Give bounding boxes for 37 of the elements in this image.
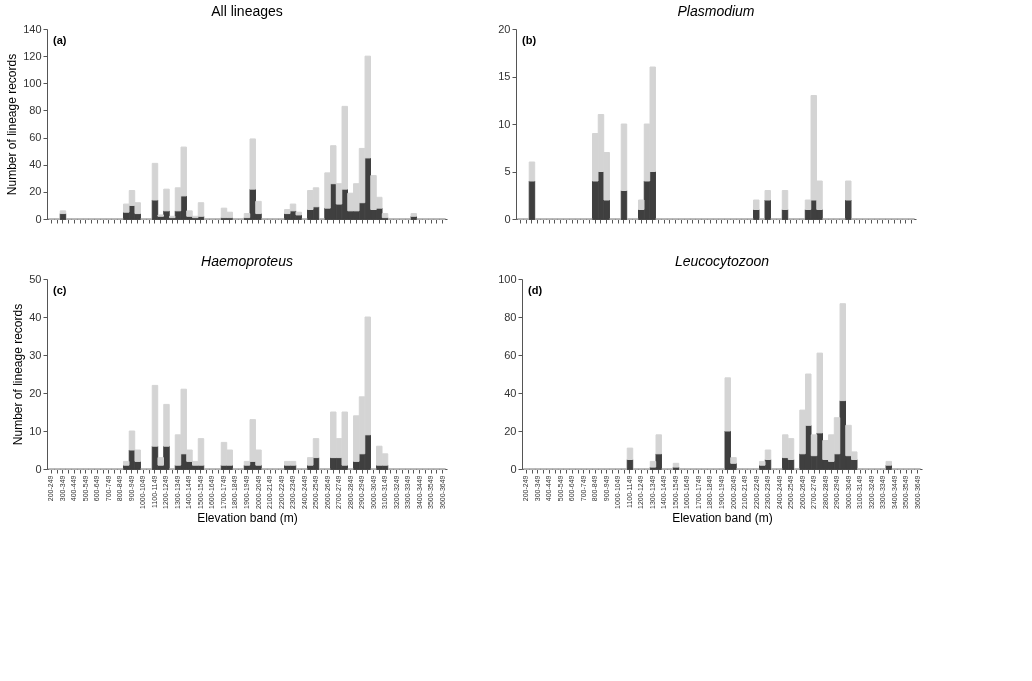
y-tick-label: 120 <box>23 49 42 62</box>
y-tick-label: 40 <box>504 386 517 399</box>
y-tick-label: 10 <box>29 424 42 437</box>
y-axis-title: Number of lineage records <box>11 303 26 446</box>
y-tick-label: 0 <box>35 462 42 475</box>
y-tick-label: 0 <box>510 462 517 475</box>
y-tick-label: 40 <box>29 310 42 323</box>
annotation: (d) <box>528 284 543 296</box>
annotation: (a) <box>53 34 67 46</box>
y-tick-label: 60 <box>504 348 517 361</box>
y-tick-label: 30 <box>29 348 42 361</box>
annotation: (c) <box>53 284 67 296</box>
chart-title: All lineages <box>211 3 283 19</box>
y-tick-label: 20 <box>498 22 511 35</box>
y-tick-label: 20 <box>504 424 517 437</box>
y-tick-label: 10 <box>498 117 511 130</box>
y-tick-label: 140 <box>23 22 42 35</box>
y-tick-label: 100 <box>498 272 517 285</box>
chart-title: Leucocytozoon <box>674 253 770 269</box>
y-tick-label: 0 <box>504 212 511 225</box>
y-tick-label: 0 <box>35 212 42 225</box>
y-tick-label: 80 <box>29 103 42 116</box>
y-tick-label: 80 <box>504 310 517 323</box>
y-tick-label: 5 <box>504 165 511 177</box>
annotation: (b) <box>522 34 537 46</box>
y-tick-label: 40 <box>29 158 42 171</box>
y-tick-label: 15 <box>498 70 511 82</box>
chart-title: Haemoproteus <box>201 253 293 269</box>
y-tick-label: 20 <box>29 185 42 198</box>
x-axis-title: Elevation band (m) <box>197 510 298 525</box>
y-axis-title: Number of lineage records <box>5 53 20 196</box>
chart-title: Plasmodium <box>677 3 755 19</box>
y-tick-label: 50 <box>29 272 42 285</box>
y-tick-label: 60 <box>29 131 42 144</box>
x-axis-title: Elevation band (m) <box>672 510 773 525</box>
y-tick-label: 100 <box>23 76 42 89</box>
y-tick-label: 20 <box>29 386 42 399</box>
